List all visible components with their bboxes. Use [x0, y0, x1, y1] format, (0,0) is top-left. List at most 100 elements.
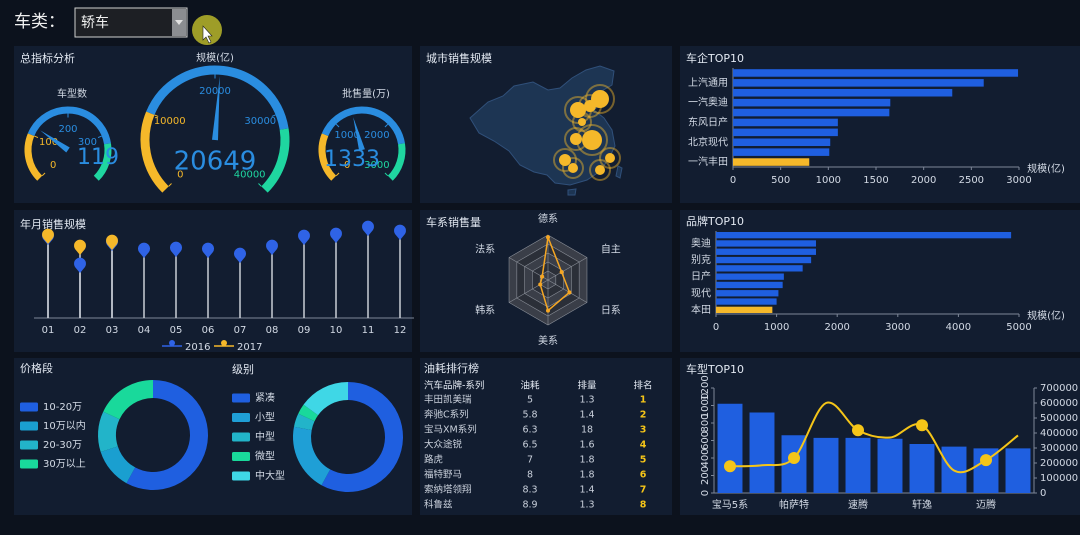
x-tick-label: 速腾	[848, 498, 868, 511]
y-tick-label: 1200	[700, 375, 711, 400]
table-cell: 大众途锐	[424, 439, 463, 451]
x-tick-label: 0	[713, 322, 719, 333]
legend-swatch	[20, 402, 38, 412]
line	[729, 401, 1019, 474]
legend-label: 10-20万	[43, 402, 82, 413]
select-value[interactable]: 轿车	[81, 14, 109, 31]
bar	[733, 108, 890, 117]
x-tick-label: 3000	[1006, 175, 1031, 186]
x-tick-label: 10	[330, 325, 343, 336]
x-tick-label: 宝马5系	[712, 498, 748, 511]
x-tick-label: 3000	[885, 322, 910, 333]
table-cell: 4	[640, 440, 647, 451]
gauge-tick	[41, 172, 46, 177]
city-dot	[568, 163, 578, 173]
x-tick-label: 03	[106, 325, 119, 336]
donut-slice	[97, 411, 120, 452]
gauge-tick	[335, 123, 340, 128]
bar	[845, 437, 871, 493]
bar	[749, 412, 775, 493]
gauge-value: 20649	[174, 147, 257, 177]
table-cell: 1	[640, 395, 647, 406]
city-glow	[572, 112, 592, 132]
car-type-select[interactable]: 轿车	[74, 7, 188, 38]
y-tick-label: 上汽通用	[688, 76, 728, 89]
axis-label: 规模(亿)	[1027, 309, 1065, 322]
gauge-tick	[271, 114, 276, 117]
select-arrow[interactable]	[175, 20, 183, 25]
x-tick-label: 07	[234, 325, 247, 336]
gauge-tick-label: 0	[177, 170, 183, 181]
legend-swatch	[232, 471, 250, 481]
donut-slice	[126, 380, 208, 490]
city-dot	[584, 100, 596, 112]
cursor	[202, 25, 213, 44]
panel-title: 级别	[232, 363, 254, 376]
radar-indicator: 自主	[601, 243, 621, 256]
x-tick-label: 2500	[959, 175, 984, 186]
y-tick-label: 东风日产	[688, 115, 728, 128]
gauge-band	[93, 143, 112, 181]
bar	[733, 148, 830, 156]
radar-spoke	[547, 279, 588, 303]
y-tick-label: 600	[700, 431, 711, 450]
city-dot	[591, 90, 609, 108]
panel	[420, 358, 672, 515]
legend-swatch	[232, 393, 250, 403]
line-marker	[724, 460, 736, 473]
table-cell: 1.8	[579, 455, 594, 466]
pin-marker	[266, 239, 278, 255]
table-cell: 6.5	[522, 440, 537, 451]
donut-slice	[100, 446, 136, 484]
table-cell: 1.6	[579, 440, 594, 451]
y-tick-label: 200	[700, 466, 711, 485]
y2-tick-label: 700000	[1040, 383, 1078, 394]
gauge-tick	[97, 135, 102, 139]
table-cell: 科鲁兹	[424, 499, 453, 511]
y-tick-label: 日产	[691, 270, 711, 283]
gauge-name: 车型数	[57, 87, 87, 100]
gauge-tick-label: 3000	[364, 160, 389, 171]
legend-label: 2016	[185, 342, 210, 353]
donut-slice	[303, 382, 348, 416]
gauge-needle	[212, 76, 220, 141]
legend-label: 小型	[255, 411, 275, 424]
legend-swatch	[20, 440, 38, 450]
y-tick-label: 奥迪	[691, 236, 711, 249]
pin-marker	[202, 242, 215, 258]
gauge-tick	[384, 123, 389, 128]
x-tick-label: 06	[202, 325, 215, 336]
panel-title: 总指标分析	[20, 51, 75, 65]
radar-indicator: 法系	[475, 243, 495, 256]
legend-label: 2017	[237, 342, 262, 353]
y2-tick-label: 300000	[1040, 443, 1078, 454]
pin-marker	[234, 247, 246, 263]
gauge-name: 批售量(万)	[342, 87, 390, 100]
gauge-tick-label: 0	[50, 160, 56, 171]
select-box[interactable]	[74, 7, 188, 38]
panel-title: 车系销售量	[426, 215, 481, 229]
table-cell: 路虎	[424, 454, 443, 466]
city-dot	[578, 118, 586, 126]
bar	[733, 118, 838, 127]
gauge-tick-label: 2000	[364, 130, 389, 141]
radar-point	[559, 270, 564, 275]
pin-marker	[394, 224, 406, 240]
x-tick-label: 04	[138, 325, 151, 336]
city-dot	[605, 153, 615, 163]
gauge-tick	[154, 114, 159, 117]
y-tick-label: 北京现代	[688, 135, 728, 148]
gauge-tick	[335, 172, 340, 177]
bar	[716, 273, 784, 280]
city-glow	[585, 84, 615, 114]
y-tick-label: 本田	[691, 303, 711, 316]
table-cell: 1.3	[579, 395, 594, 406]
radar-indicator: 日系	[601, 305, 621, 317]
table-cell: 奔驰C系列	[424, 409, 469, 421]
table-header: 排量	[577, 380, 597, 392]
gauge-tick-label: 10000	[154, 116, 186, 127]
city-glow	[564, 127, 588, 151]
y-tick-label: 1000	[700, 393, 711, 418]
table-cell: 5.8	[522, 410, 537, 421]
city-dot	[570, 102, 586, 118]
